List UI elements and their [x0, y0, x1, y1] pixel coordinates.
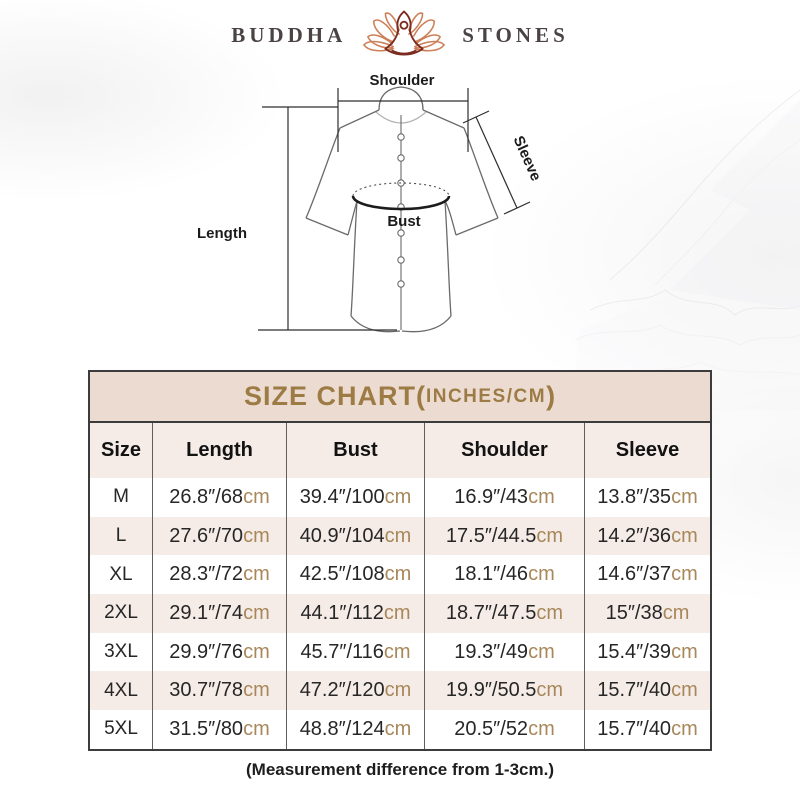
length-value: 29.9″/76	[169, 640, 244, 663]
unit-cm: cm	[528, 563, 555, 586]
size-value: 3XL	[104, 641, 138, 663]
title-close-paren: )	[546, 381, 557, 411]
column-header-length: Length	[152, 423, 286, 478]
length-label: Length	[197, 225, 247, 242]
table-header-row: Size Length Bust Shoulder Sleeve	[90, 423, 710, 478]
size-chart-table: SIZE CHART(INCHES/CM) Size Length Bust S…	[88, 370, 712, 751]
title-unit-text: INCHES/CM	[425, 385, 547, 407]
table-row-4xl: 4XL 30.7″/78 cm 47.2″/120 cm 19.9″/50.5 cm …	[90, 671, 710, 711]
sleeve-value: 15″/38	[605, 601, 663, 624]
unit-cm: cm	[536, 601, 564, 624]
shoulder-value: 19.3″/49	[454, 640, 529, 663]
unit-cm: cm	[671, 717, 698, 740]
size-value: XL	[109, 563, 133, 585]
shoulder-value: 19.9″/50.5	[445, 679, 537, 702]
shoulder-value: 18.1″/46	[454, 563, 529, 586]
size-value: 2XL	[104, 602, 138, 624]
size-value: L	[115, 525, 127, 547]
size-value: 5XL	[104, 718, 138, 740]
unit-cm: cm	[243, 601, 270, 624]
bust-value: 40.9″/104	[299, 524, 385, 547]
unit-cm: cm	[662, 601, 690, 624]
length-value: 27.6″/70	[169, 524, 244, 547]
unit-cm: cm	[243, 640, 270, 663]
length-value: 29.1″/74	[169, 601, 244, 624]
length-value: 26.8″/68	[169, 485, 244, 508]
measurement-disclaimer: (Measurement difference from 1-3cm.)	[246, 760, 554, 779]
bust-value: 47.2″/120	[299, 679, 385, 702]
table-row-l: L 27.6″/70 cm 40.9″/104 cm 17.5″/44.5 cm 14…	[90, 516, 710, 556]
unit-cm: cm	[671, 524, 698, 547]
sleeve-value: 13.8″/35	[597, 485, 672, 508]
sleeve-value: 15.7″/40	[597, 679, 672, 702]
column-header-sleeve: Sleeve	[584, 423, 710, 478]
measurement-lines	[258, 88, 531, 331]
table-row-3xl: 3XL 29.9″/76 cm 45.7″/116 cm 19.3″/49 cm 15…	[90, 632, 710, 672]
size-chart-title: SIZE CHART(INCHES/CM)	[90, 372, 710, 423]
length-value: 30.7″/78	[169, 679, 244, 702]
column-header-bust: Bust	[286, 423, 424, 478]
unit-cm: cm	[528, 717, 555, 740]
unit-cm: cm	[243, 524, 270, 547]
lotus-meditation-icon	[363, 10, 446, 56]
table-row-5xl: 5XL 31.5″/80 cm 48.8″/124 cm 20.5″/52 cm 15…	[90, 710, 710, 749]
bust-value: 42.5″/108	[299, 563, 385, 586]
title-text: SIZE CHART(	[243, 381, 426, 411]
unit-cm: cm	[536, 524, 564, 547]
brand-name-left: BUDDHA	[231, 22, 347, 47]
unit-cm: cm	[383, 601, 411, 624]
bust-ellipse-bottom	[351, 195, 451, 211]
bust-value: 44.1″/112	[300, 601, 384, 624]
unit-cm: cm	[671, 679, 698, 702]
bust-ellipse-top	[352, 182, 450, 197]
unit-cm: cm	[384, 679, 412, 702]
brand-logo: BUDDHA	[0, 0, 800, 70]
bust-value: 45.7″/116	[300, 640, 384, 663]
unit-cm: cm	[243, 679, 270, 702]
unit-cm: cm	[671, 485, 698, 508]
button-row	[397, 133, 405, 288]
shoulder-value: 18.7″/47.5	[445, 601, 537, 624]
unit-cm: cm	[243, 563, 270, 586]
column-header-shoulder: Shoulder	[424, 423, 584, 478]
sleeve-value: 15.7″/40	[597, 717, 672, 740]
size-value: 4XL	[104, 679, 138, 701]
bust-label: Bust	[387, 213, 421, 230]
shoulder-value: 16.9″/43	[454, 485, 529, 508]
unit-cm: cm	[671, 563, 698, 586]
unit-cm: cm	[671, 640, 698, 663]
unit-cm: cm	[528, 485, 555, 508]
sleeve-value: 14.2″/36	[597, 524, 672, 547]
unit-cm: cm	[384, 563, 412, 586]
bust-value: 48.8″/124	[299, 717, 385, 740]
unit-cm: cm	[243, 717, 270, 740]
unit-cm: cm	[384, 485, 412, 508]
unit-cm: cm	[528, 640, 555, 663]
table-row-xl: XL 28.3″/72 cm 42.5″/108 cm 18.1″/46 cm 14.…	[90, 555, 710, 595]
column-header-size: Size	[100, 439, 142, 461]
bust-value: 39.4″/100	[299, 485, 385, 508]
length-value: 28.3″/72	[169, 563, 244, 586]
shoulder-value: 17.5″/44.5	[445, 524, 537, 547]
size-value: M	[113, 486, 129, 508]
garment-measurement-diagram	[258, 86, 531, 333]
shoulder-value: 20.5″/52	[454, 717, 529, 740]
sleeve-value: 14.6″/37	[597, 563, 672, 586]
shoulder-label: Shoulder	[369, 72, 435, 89]
unit-cm: cm	[243, 485, 270, 508]
brand-name-right: STONES	[462, 22, 569, 47]
table-row-m: M 26.8″/68 cm 39.4″/100 cm 16.9″/43 cm 13.8…	[90, 478, 710, 517]
sleeve-value: 15.4″/39	[597, 640, 672, 663]
unit-cm: cm	[536, 679, 564, 702]
unit-cm: cm	[384, 524, 412, 547]
unit-cm: cm	[384, 717, 412, 740]
table-row-2xl: 2XL 29.1″/74 cm 44.1″/112 cm 18.7″/47.5 cm …	[90, 594, 710, 633]
length-value: 31.5″/80	[169, 717, 244, 740]
unit-cm: cm	[383, 640, 411, 663]
